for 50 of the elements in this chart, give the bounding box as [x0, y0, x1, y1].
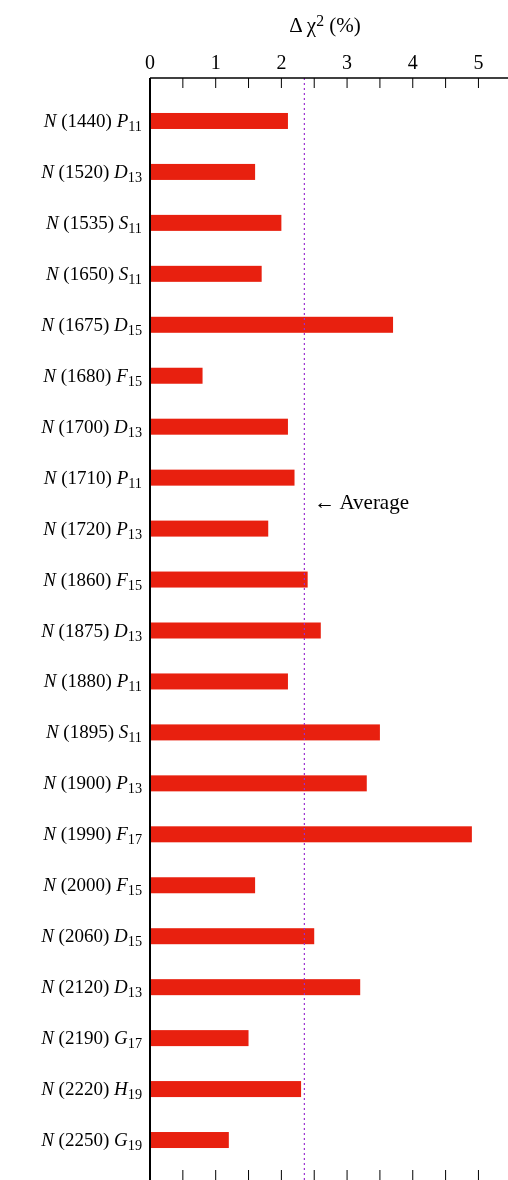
bar: [150, 265, 262, 282]
bar: [150, 724, 380, 741]
bar: [150, 112, 288, 129]
y-tick-label: N (1895) S$_{11}$: [44, 721, 142, 746]
y-tick-label: N (1875) D$_{13}$: [40, 619, 142, 644]
bar: [150, 469, 295, 486]
bar: [150, 1030, 249, 1047]
bar: [150, 877, 256, 894]
x-axis-title: Δ χ$^{2}$ (%): [289, 11, 361, 37]
bar: [150, 928, 315, 945]
y-tick-label: N (2060) D$_{15}$: [40, 925, 142, 950]
y-tick-label: N (2120) D$_{13}$: [40, 976, 142, 1001]
y-tick-label: N (2190) G$_{17}$: [40, 1027, 142, 1052]
bar: [150, 418, 288, 435]
y-tick-label: N (1650) S$_{11}$: [44, 262, 142, 288]
x-tick-label: 5: [473, 51, 484, 73]
bar: [150, 520, 269, 537]
x-tick-label: 0: [145, 51, 155, 73]
ref-line-label: ← Average: [314, 490, 410, 515]
y-tick-label: N (1520) D$_{13}$: [40, 160, 142, 186]
y-tick-label: N (1680) F$_{15}$: [42, 364, 142, 389]
x-tick-label: 3: [342, 51, 353, 73]
bar: [150, 367, 203, 384]
bar: [150, 673, 288, 690]
x-tick-label: 4: [407, 51, 418, 73]
x-tick-label: 1: [210, 51, 221, 73]
bar: [150, 775, 367, 792]
bar: [150, 1132, 229, 1149]
y-tick-label: N (1440) P$_{11}$: [42, 109, 142, 135]
y-tick-label: N (1700) D$_{13}$: [40, 415, 142, 440]
y-tick-label: N (1710) P$_{11}$: [42, 466, 142, 491]
y-tick-label: N (1675) D$_{15}$: [40, 313, 142, 338]
bar: [150, 571, 308, 588]
bar: [150, 622, 321, 639]
y-tick-label: N (1860) F$_{15}$: [42, 568, 142, 593]
y-tick-label: N (2250) G$_{19}$: [40, 1129, 142, 1154]
y-tick-label: N (1535) S$_{11}$: [44, 211, 142, 237]
bar: [150, 826, 472, 843]
x-tick-label: 2: [276, 51, 287, 73]
y-tick-label: N (1720) P$_{13}$: [42, 517, 142, 542]
y-tick-label: N (1900) P$_{13}$: [42, 772, 142, 797]
y-tick-label: N (2000) F$_{15}$: [42, 874, 142, 899]
y-tick-label: N (1990) F$_{17}$: [42, 823, 142, 848]
y-tick-label: N (2220) H$_{19}$: [40, 1078, 142, 1103]
bar: [150, 316, 394, 333]
bar: [150, 163, 256, 180]
bar: [150, 214, 282, 231]
bar: [150, 1081, 302, 1098]
bar: [150, 979, 361, 996]
y-tick-label: N (1880) P$_{11}$: [42, 670, 142, 695]
